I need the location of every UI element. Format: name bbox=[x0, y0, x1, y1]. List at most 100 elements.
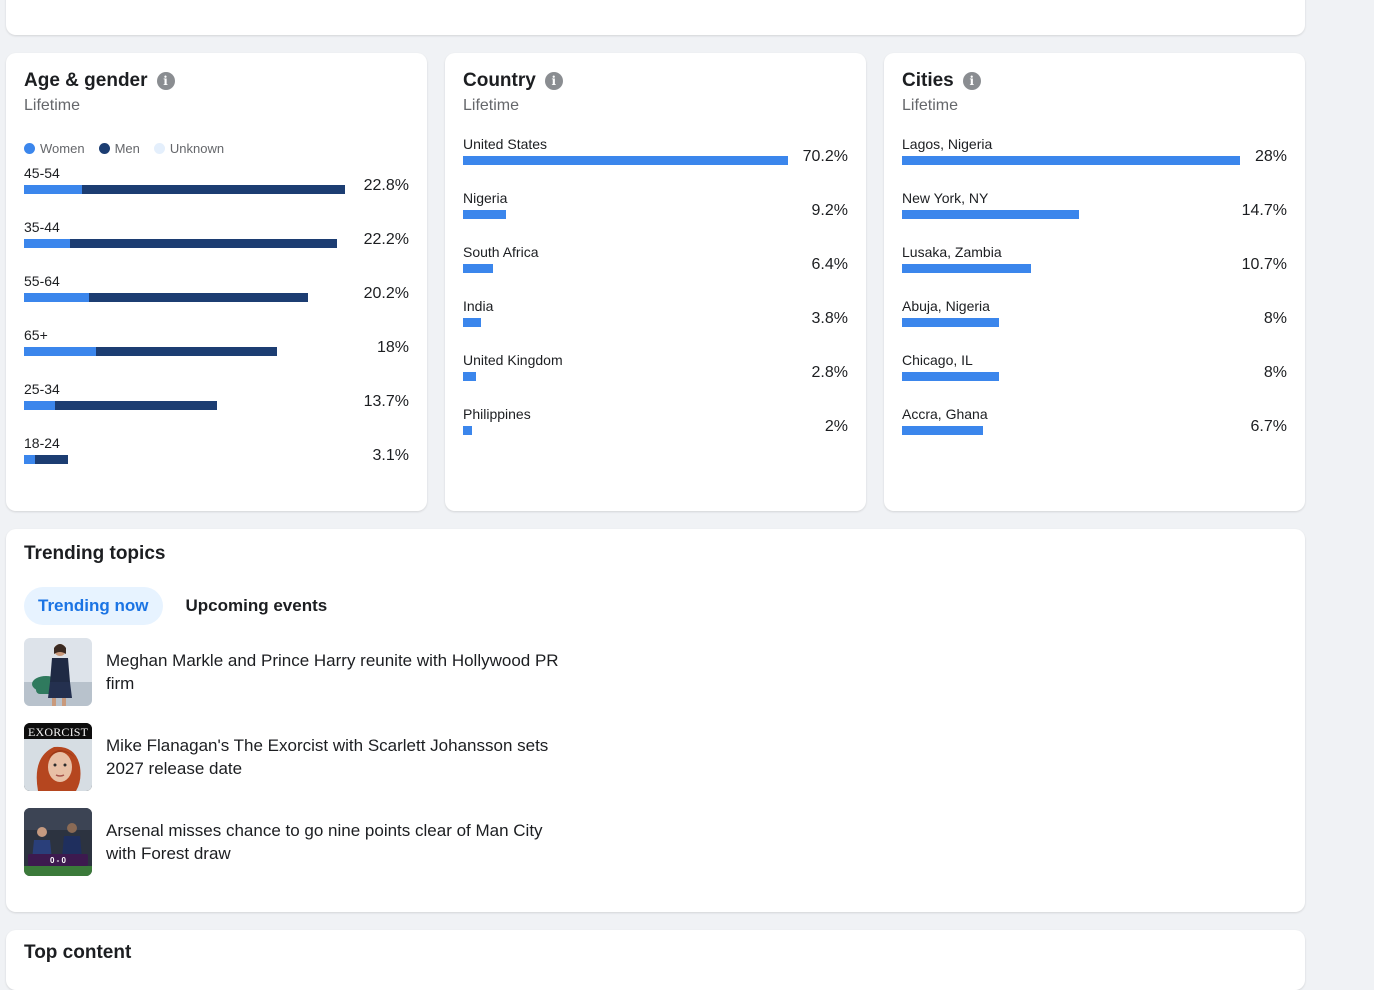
country-row-bar bbox=[463, 156, 788, 165]
men-dot-icon bbox=[98, 143, 110, 154]
age-row-label: 35-44 bbox=[24, 219, 60, 235]
news-headline: Meghan Markle and Prince Harry reunite w… bbox=[106, 651, 559, 693]
exorcist-poster: EXORCIST bbox=[24, 723, 92, 791]
match-score-text: 0 - 0 bbox=[50, 856, 67, 865]
country-row-bar bbox=[463, 426, 473, 435]
women-bar-segment bbox=[24, 239, 71, 248]
news-headline: Mike Flanagan's The Exorcist with Scarle… bbox=[106, 736, 549, 778]
cities-row-label: Abuja, Nigeria bbox=[902, 298, 990, 314]
trending-tabs: Trending now Upcoming events bbox=[24, 587, 1287, 625]
women-bar-segment bbox=[24, 455, 36, 464]
age-row-bar bbox=[24, 401, 217, 410]
legend-women: Women bbox=[24, 141, 85, 156]
cities-row-percent: 10.7% bbox=[1241, 256, 1287, 273]
age-row-25-34: 25-34 13.7% bbox=[24, 381, 409, 435]
previous-section-card bbox=[6, 0, 1305, 35]
women-bar-segment bbox=[24, 185, 82, 194]
country-row-percent: 3.8% bbox=[811, 310, 848, 327]
country-row-bar bbox=[463, 372, 476, 381]
info-icon[interactable]: i bbox=[156, 72, 175, 90]
age-gender-subtitle: Lifetime bbox=[24, 97, 81, 114]
country-row-percent: 70.2% bbox=[802, 148, 848, 165]
cities-row-label: Accra, Ghana bbox=[902, 406, 988, 422]
country-row-label: Nigeria bbox=[463, 190, 508, 206]
country-row-label: United Kingdom bbox=[463, 352, 563, 368]
cities-row: Abuja, Nigeria 8% bbox=[902, 298, 1287, 352]
country-row-label: South Africa bbox=[463, 244, 539, 260]
cities-rows: Lagos, Nigeria 28% New York, NY 14.7% Lusaka… bbox=[902, 136, 1287, 460]
country-row: India 3.8% bbox=[463, 298, 848, 352]
country-row-percent: 9.2% bbox=[811, 202, 848, 219]
age-row-bar bbox=[24, 455, 68, 464]
cities-row: New York, NY 14.7% bbox=[902, 190, 1287, 244]
country-row-label: United States bbox=[463, 136, 548, 152]
cities-card: Cities i Lifetime Lagos, Nigeria 28% New Y… bbox=[884, 53, 1305, 511]
cities-row: Accra, Ghana 6.7% bbox=[902, 406, 1287, 460]
cities-subtitle: Lifetime bbox=[902, 97, 959, 114]
country-row-bar bbox=[463, 264, 493, 273]
cities-row: Chicago, IL 8% bbox=[902, 352, 1287, 406]
women-bar-segment bbox=[24, 347, 96, 356]
country-subtitle: Lifetime bbox=[463, 97, 520, 114]
tab-upcoming-events[interactable]: Upcoming events bbox=[185, 596, 328, 615]
cities-row-percent: 8% bbox=[1263, 310, 1287, 327]
country-title-text: Country bbox=[463, 70, 536, 91]
cities-row-percent: 28% bbox=[1254, 148, 1287, 165]
age-row-55-64: 55-64 20.2% bbox=[24, 273, 409, 327]
exorcist-poster-text: EXORCIST bbox=[28, 725, 89, 739]
country-row-bar bbox=[463, 318, 481, 327]
cities-row-bar bbox=[902, 156, 1240, 165]
country-row-bar bbox=[463, 210, 506, 219]
country-title: Country i bbox=[463, 69, 848, 93]
info-icon[interactable]: i bbox=[544, 72, 563, 90]
country-row-label: India bbox=[463, 298, 494, 314]
country-row: United States 70.2% bbox=[463, 136, 848, 190]
men-bar-segment bbox=[95, 347, 278, 356]
age-row-45-54: 45-54 22.8% bbox=[24, 165, 409, 219]
legend-men: Men bbox=[98, 141, 140, 156]
country-row: Nigeria 9.2% bbox=[463, 190, 848, 244]
trending-topics-card: Trending topics Trending now Upcoming ev… bbox=[6, 529, 1305, 912]
age-gender-rows: 45-54 22.8% 35-44 22.2% 55-64 20.2% 65+ 18% 25-3… bbox=[24, 165, 409, 489]
country-row-label: Philippines bbox=[463, 406, 531, 422]
cities-row-bar bbox=[902, 318, 999, 327]
age-row-percent: 22.8% bbox=[363, 177, 409, 194]
news-item[interactable]: 0 - 0 Arsenal misses chance to go nine p… bbox=[24, 808, 1287, 876]
men-bar-segment bbox=[54, 401, 217, 410]
country-rows: United States 70.2% Nigeria 9.2% South Afric… bbox=[463, 136, 848, 460]
arsenal-match-photo: 0 - 0 bbox=[24, 808, 92, 876]
news-item[interactable]: EXORCIST Mike Flanagan's The Exorcist wi… bbox=[24, 723, 1287, 791]
cities-row-percent: 14.7% bbox=[1241, 202, 1287, 219]
trending-list: Meghan Markle and Prince Harry reunite w… bbox=[24, 638, 1287, 876]
cities-row-label: New York, NY bbox=[902, 190, 989, 206]
cities-row-label: Chicago, IL bbox=[902, 352, 973, 368]
country-row-percent: 6.4% bbox=[811, 256, 848, 273]
cities-row: Lagos, Nigeria 28% bbox=[902, 136, 1287, 190]
cities-row-bar bbox=[902, 372, 999, 381]
info-icon[interactable]: i bbox=[962, 72, 981, 90]
tab-trending-now[interactable]: Trending now bbox=[24, 587, 163, 625]
cities-row-bar bbox=[902, 426, 983, 435]
cities-row-percent: 8% bbox=[1263, 364, 1287, 381]
cities-row-label: Lusaka, Zambia bbox=[902, 244, 1002, 260]
meghan-harry-photo bbox=[24, 638, 92, 706]
age-row-label: 25-34 bbox=[24, 381, 60, 397]
age-row-label: 45-54 bbox=[24, 165, 60, 181]
age-row-bar bbox=[24, 239, 337, 248]
country-row: South Africa 6.4% bbox=[463, 244, 848, 298]
men-bar-segment bbox=[81, 185, 345, 194]
age-row-bar bbox=[24, 185, 345, 194]
age-row-percent: 22.2% bbox=[363, 231, 409, 248]
news-item[interactable]: Meghan Markle and Prince Harry reunite w… bbox=[24, 638, 1287, 706]
country-row-percent: 2% bbox=[824, 418, 848, 435]
age-row-percent: 20.2% bbox=[363, 285, 409, 302]
unknown-dot-icon bbox=[153, 143, 165, 154]
top-content-card: Top content bbox=[6, 930, 1305, 990]
country-row: Philippines 2% bbox=[463, 406, 848, 460]
cities-row-bar bbox=[902, 264, 1032, 273]
legend-women-label: Women bbox=[40, 141, 85, 156]
country-row: United Kingdom 2.8% bbox=[463, 352, 848, 406]
top-content-title: Top content bbox=[24, 942, 132, 963]
age-row-bar bbox=[24, 293, 309, 302]
men-bar-segment bbox=[88, 293, 309, 302]
